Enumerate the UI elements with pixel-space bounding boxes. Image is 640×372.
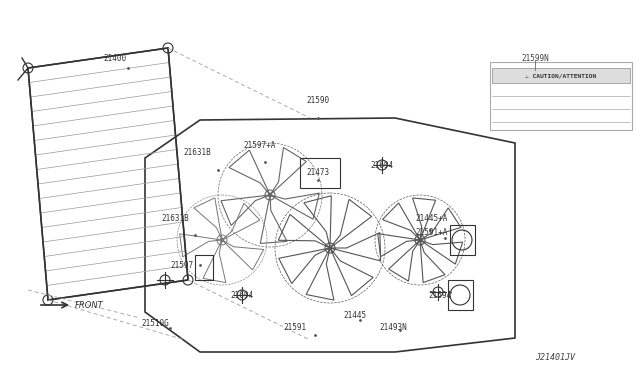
Text: 21590: 21590 <box>307 96 330 105</box>
Text: 21694: 21694 <box>230 292 253 301</box>
Text: 21510G: 21510G <box>141 318 169 327</box>
Bar <box>300 158 340 188</box>
Text: FRONT: FRONT <box>75 301 104 310</box>
Text: 21694: 21694 <box>428 292 452 301</box>
Circle shape <box>328 246 332 250</box>
Circle shape <box>418 238 422 242</box>
Bar <box>195 255 213 280</box>
Bar <box>490 62 632 130</box>
Text: 21493N: 21493N <box>379 324 407 333</box>
Text: 21631B: 21631B <box>183 148 211 157</box>
Text: J21401JV: J21401JV <box>535 353 575 362</box>
Circle shape <box>268 193 272 197</box>
Bar <box>450 225 475 255</box>
Text: 21591+A: 21591+A <box>416 228 448 237</box>
Text: 21597: 21597 <box>170 260 193 269</box>
Circle shape <box>220 238 224 242</box>
Text: 21400: 21400 <box>104 54 127 62</box>
Text: ⚠ CAUTION/ATTENTION: ⚠ CAUTION/ATTENTION <box>525 73 596 78</box>
Text: 21445: 21445 <box>344 311 367 321</box>
Bar <box>492 68 630 83</box>
Text: 21473: 21473 <box>307 167 330 176</box>
Text: 21631B: 21631B <box>161 214 189 222</box>
Text: 21694: 21694 <box>371 160 394 170</box>
Bar <box>448 280 473 310</box>
Text: 21445+A: 21445+A <box>416 214 448 222</box>
Text: 21591: 21591 <box>284 323 307 331</box>
Text: 21599N: 21599N <box>521 54 549 62</box>
Text: 21597+A: 21597+A <box>244 141 276 150</box>
